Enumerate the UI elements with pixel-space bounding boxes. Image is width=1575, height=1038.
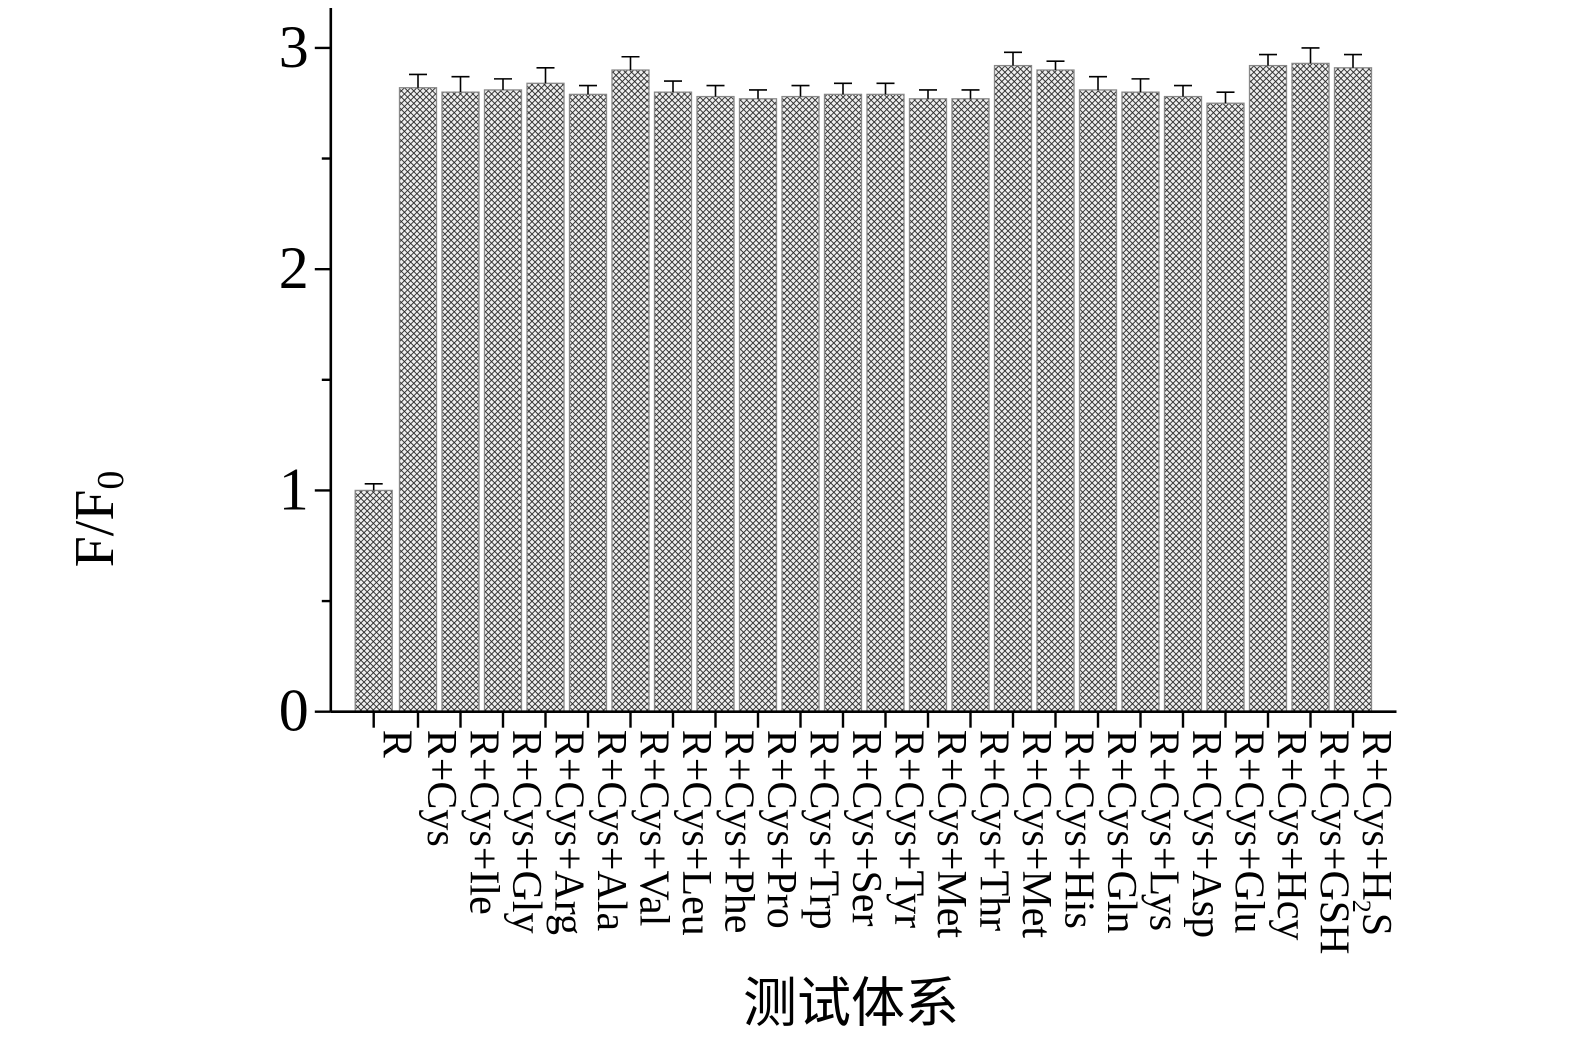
svg-text:R+Cys+GSH: R+Cys+GSH xyxy=(1311,730,1357,955)
svg-text:R+Cys+Gln: R+Cys+Gln xyxy=(1098,730,1144,934)
svg-text:R+Cys+Lys: R+Cys+Lys xyxy=(1141,730,1187,931)
svg-text:R: R xyxy=(374,730,420,758)
svg-text:3: 3 xyxy=(279,14,309,80)
svg-text:R+Cys+Asp: R+Cys+Asp xyxy=(1183,730,1229,938)
svg-text:R+Cys+Ser: R+Cys+Ser xyxy=(843,730,889,927)
svg-text:R+Cys+Phe: R+Cys+Phe xyxy=(716,730,762,934)
svg-text:R+Cys+Ile: R+Cys+Ile xyxy=(461,730,507,915)
svg-text:R+Cys+Glu: R+Cys+Glu xyxy=(1226,730,1272,934)
svg-text:R+Cys+Val: R+Cys+Val xyxy=(631,730,677,927)
svg-text:R+Cys+Leu: R+Cys+Leu xyxy=(673,730,719,936)
svg-text:2: 2 xyxy=(279,235,309,301)
svg-text:R+Cys: R+Cys xyxy=(418,730,464,847)
svg-text:R+Cys+Hcy: R+Cys+Hcy xyxy=(1268,730,1314,941)
svg-text:R+Cys+Arg: R+Cys+Arg xyxy=(546,730,592,935)
svg-text:R+Cys+Tyr: R+Cys+Tyr xyxy=(886,730,932,928)
svg-text:1: 1 xyxy=(279,456,309,522)
svg-text:R+Cys+Thr: R+Cys+Thr xyxy=(971,730,1017,931)
svg-text:R+Cys+Met: R+Cys+Met xyxy=(928,730,974,939)
svg-text:R+Cys+Met: R+Cys+Met xyxy=(1013,730,1059,939)
svg-text:R+Cys+Trp: R+Cys+Trp xyxy=(801,730,847,930)
svg-text:R+Cys+H2S: R+Cys+H2S xyxy=(1347,730,1399,936)
svg-text:R+Cys+Pro: R+Cys+Pro xyxy=(758,730,804,929)
svg-text:0: 0 xyxy=(279,678,309,744)
svg-text:R+Cys+His: R+Cys+His xyxy=(1056,730,1102,929)
svg-text:R+Cys+Gly: R+Cys+Gly xyxy=(503,730,549,934)
svg-text:R+Cys+Ala: R+Cys+Ala xyxy=(588,730,634,932)
